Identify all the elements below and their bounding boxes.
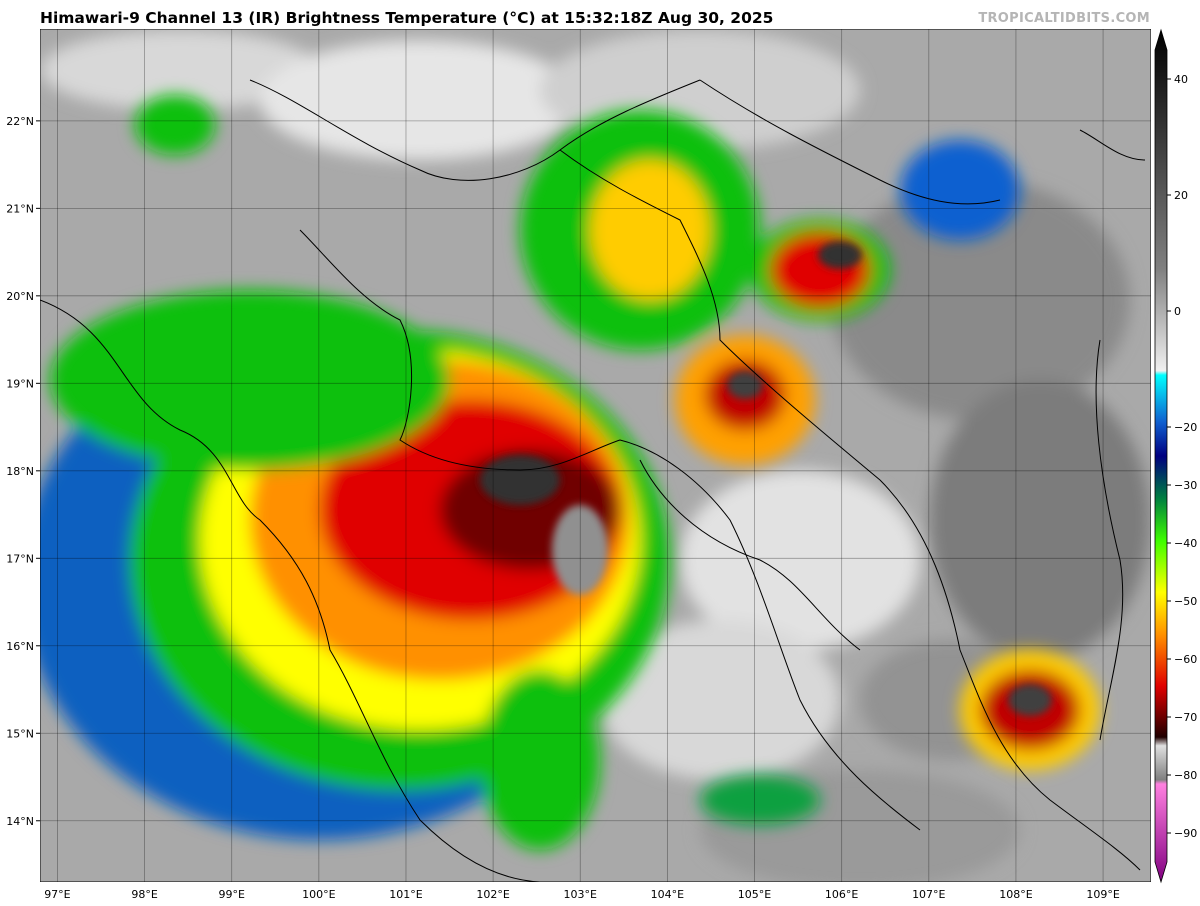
colorbar-tick-label: 0 (1174, 305, 1181, 318)
lon-tick-label: 102°E (476, 888, 509, 901)
lat-tick-label: 21°N (6, 202, 34, 215)
lon-tick-label: 101°E (389, 888, 422, 901)
lon-tick-label: 100°E (302, 888, 335, 901)
colorbar-tick-label: −80 (1174, 769, 1197, 782)
axis-labels: 97°E 98°E 99°E 100°E 101°E 102°E 103°E 104°E 105… (6, 115, 1120, 901)
colorbar-tick-label: 40 (1174, 73, 1188, 86)
lon-tick-label: 106°E (825, 888, 858, 901)
lat-tick-label: 19°N (6, 377, 34, 390)
lat-tick-label: 14°N (6, 815, 34, 828)
country-borders (40, 79, 1146, 882)
colorbar-tick-label: −50 (1174, 595, 1197, 608)
lat-lon-grid (40, 29, 1151, 882)
lon-tick-label: 99°E (218, 888, 244, 901)
colorbar-tick-label: 20 (1174, 189, 1188, 202)
lat-tick-label: 18°N (6, 465, 34, 478)
lon-tick-label: 104°E (651, 888, 684, 901)
colorbar-tick-label: −60 (1174, 653, 1197, 666)
lon-tick-label: 107°E (912, 888, 945, 901)
warm-cloud-layer (40, 30, 1150, 882)
lon-tick-label: 97°E (44, 888, 70, 901)
lat-tick-label: 15°N (6, 727, 34, 740)
cloud-tops-layer (40, 95, 1100, 850)
colorbar-tick-label: −30 (1174, 479, 1197, 492)
colorbar-gradient (1154, 28, 1168, 884)
colorbar-ticks: 40 20 0 −20 −30 −40 −50 −60 −70 −80 −90 (1167, 73, 1197, 840)
lon-tick-label: 109°E (1086, 888, 1119, 901)
colorbar-tick-label: −20 (1174, 421, 1197, 434)
colorbar-tick-label: −70 (1174, 711, 1197, 724)
lat-tick-label: 17°N (6, 552, 34, 565)
lon-tick-label: 103°E (564, 888, 597, 901)
map-title: Himawari-9 Channel 13 (IR) Brightness Te… (40, 9, 774, 27)
lon-tick-label: 105°E (738, 888, 771, 901)
lat-tick-label: 22°N (6, 115, 34, 128)
lat-tick-label: 16°N (6, 640, 34, 653)
colorbar-tick-label: −40 (1174, 537, 1197, 550)
lon-tick-label: 108°E (999, 888, 1032, 901)
credit-label: TROPICALTIDBITS.COM (978, 11, 1150, 26)
lat-tick-label: 20°N (6, 290, 34, 303)
lon-tick-label: 98°E (131, 888, 157, 901)
colorbar-tick-label: −90 (1174, 827, 1197, 840)
